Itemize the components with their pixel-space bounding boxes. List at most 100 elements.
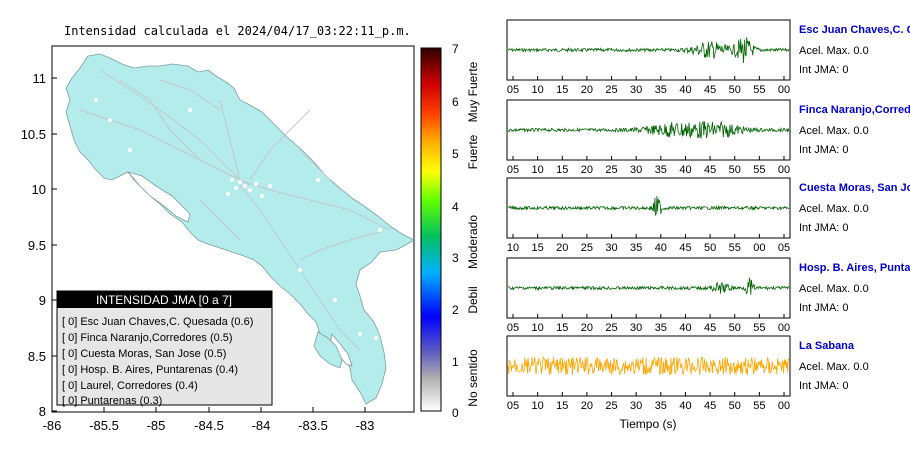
- trace-tick: 50: [729, 164, 741, 176]
- trace-tick: 35: [655, 164, 667, 176]
- legend-item: [ 0] Cuesta Moras, San Jose (0.5): [62, 348, 226, 360]
- waveform: [507, 37, 790, 64]
- trace-tick: 40: [679, 400, 691, 412]
- map-title: Intensidad calculada el 2024/04/17_03:22…: [64, 24, 411, 38]
- trace-tick: 45: [704, 164, 716, 176]
- lon-tick: -85: [147, 418, 166, 433]
- trace-tick: 05: [507, 400, 519, 412]
- legend-item: [ 0] Hosp. B. Aires, Puntarenas (0.4): [62, 364, 238, 376]
- trace-panel: 05 10 15 20 25 30 35 40 45 50 55 00 Hosp. B. Aires, …: [506, 257, 910, 334]
- colorbar-tick: 5: [452, 147, 459, 161]
- trace-tick: 30: [605, 242, 617, 254]
- trace-tick: 20: [556, 242, 568, 254]
- trace-tick: 05: [778, 242, 790, 254]
- lon-tick: -83.5: [298, 418, 328, 433]
- station-jma: Int JMA: 0: [799, 380, 849, 392]
- lon-tick: -84.5: [194, 418, 224, 433]
- trace-tick: 40: [679, 164, 691, 176]
- station-accel: Acel. Max. 0.0: [799, 125, 869, 137]
- trace-panel: 10 15 20 25 30 35 40 45 50 55 00 05 Cuesta Moras, Sa…: [506, 177, 910, 254]
- intensity-colorbar: [420, 47, 442, 412]
- station-jma: Int JMA: 0: [799, 144, 849, 156]
- station-jma: Int JMA: 0: [799, 302, 849, 314]
- colorbar-tick: 4: [452, 200, 459, 214]
- trace-tick: 55: [729, 242, 741, 254]
- legend-item: [ 0] Esc Juan Chaves,C. Quesada (0.6): [62, 316, 253, 328]
- trace-tick: 20: [581, 322, 593, 334]
- trace-tick: 40: [679, 84, 691, 96]
- legend-item: [ 0] Puntarenas (0.3): [62, 395, 162, 407]
- trace-tick: 50: [729, 84, 741, 96]
- trace-tick: 35: [630, 242, 642, 254]
- waveform: [507, 196, 790, 217]
- trace-tick: 10: [532, 164, 544, 176]
- lat-tick: 9: [39, 293, 46, 308]
- station-name: Finca Naranjo,Corredores: [799, 104, 910, 116]
- trace-tick: 25: [581, 242, 593, 254]
- colorbar-ticks: 7 6 5 4 3 2 1 0: [452, 42, 459, 420]
- category-label: Moderado: [466, 215, 480, 269]
- waveform: [507, 277, 790, 295]
- category-label: Debil: [466, 286, 480, 313]
- nicoya-gulf: [126, 171, 191, 223]
- trace-tick: 10: [532, 84, 544, 96]
- colorbar-tick: 2: [452, 303, 459, 317]
- waveform: [507, 356, 790, 377]
- lon-axis: -86 -85.5 -85 -84.5 -84 -83.5 -83: [43, 407, 375, 433]
- trace-tick: 50: [704, 242, 716, 254]
- colorbar-tick: 6: [452, 95, 459, 109]
- trace-tick: 25: [605, 400, 617, 412]
- trace-tick: 35: [655, 322, 667, 334]
- trace-tick: 00: [778, 84, 790, 96]
- trace-tick: 55: [753, 322, 765, 334]
- trace-tick: 30: [630, 164, 642, 176]
- trace-tick: 25: [605, 164, 617, 176]
- lat-axis: 11 10.5 10 9.5 9 8.5 8: [21, 71, 57, 419]
- trace-tick: 40: [655, 242, 667, 254]
- station-name: Esc Juan Chaves,C. Quesada: [799, 24, 910, 36]
- trace-tick: 50: [729, 400, 741, 412]
- trace-tick: 45: [704, 322, 716, 334]
- trace-tick: 30: [630, 322, 642, 334]
- lat-tick: 8: [39, 404, 46, 419]
- station-name: Cuesta Moras, San Jose: [799, 182, 910, 194]
- trace-panel: 05 10 15 20 25 30 35 40 45 50 55 00 Esc Juan Chaves,…: [506, 19, 910, 96]
- lon-tick: -83: [356, 418, 375, 433]
- lat-tick: 8.5: [28, 349, 46, 364]
- trace-tick: 55: [753, 164, 765, 176]
- category-label: Muy Fuerte: [466, 61, 480, 122]
- lat-tick: 10.5: [21, 127, 46, 142]
- waveform: [507, 120, 790, 139]
- trace-tick: 20: [581, 84, 593, 96]
- colorbar-tick: 7: [452, 42, 459, 56]
- trace-tick: 15: [556, 164, 568, 176]
- trace-tick: 15: [556, 84, 568, 96]
- trace-panel: 05 10 15 20 25 30 35 40 45 50 55 00 Finca Naranjo,Co…: [506, 99, 910, 176]
- station-jma: Int JMA: 0: [799, 64, 849, 76]
- colorbar-tick: 3: [452, 251, 459, 265]
- station-accel: Acel. Max. 0.0: [799, 203, 869, 215]
- trace-tick: 10: [507, 242, 519, 254]
- lat-tick: 9.5: [28, 238, 46, 253]
- seismogram-panels: 05 10 15 20 25 30 35 40 45 50 55 00 Esc Juan Chaves,…: [506, 19, 910, 412]
- trace-tick: 55: [753, 84, 765, 96]
- lat-tick: 11: [33, 71, 47, 86]
- trace-tick: 55: [753, 400, 765, 412]
- legend-item: [ 0] Laurel, Corredores (0.4): [62, 380, 198, 392]
- trace-tick: 30: [630, 84, 642, 96]
- trace-panel: 05 10 15 20 25 30 35 40 45 50 55 00 La Sabana Acel. M…: [506, 335, 869, 412]
- trace-tick: 25: [605, 84, 617, 96]
- lon-tick: -85.5: [89, 418, 119, 433]
- trace-tick: 45: [704, 400, 716, 412]
- station-accel: Acel. Max. 0.0: [799, 45, 869, 57]
- station-markers: [94, 98, 382, 402]
- colorbar-tick: 1: [452, 355, 459, 369]
- time-axis-label: Tiempo (s): [620, 417, 677, 431]
- trace-tick: 45: [704, 84, 716, 96]
- trace-tick: 10: [532, 400, 544, 412]
- trace-tick: 15: [532, 242, 544, 254]
- lat-tick: 10: [32, 182, 46, 197]
- trace-tick: 35: [655, 84, 667, 96]
- trace-tick: 35: [655, 400, 667, 412]
